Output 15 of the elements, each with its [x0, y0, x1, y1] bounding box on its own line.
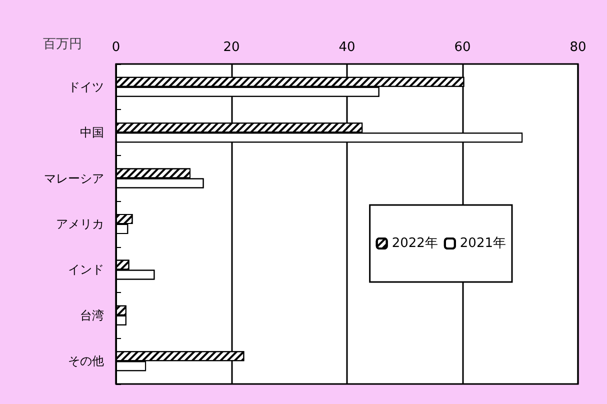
y-tick-label: インド — [68, 262, 104, 277]
y-tick-label: ドイツ — [68, 80, 104, 94]
x-tick-label: 40 — [338, 40, 356, 55]
x-tick-label: 80 — [570, 40, 586, 55]
legend-label: 2021年 — [460, 236, 506, 251]
x-tick-label: 0 — [112, 40, 120, 55]
y-tick-label: マレーシア — [44, 171, 104, 186]
y-tick-label: 中国 — [80, 126, 104, 140]
y-tick-label: その他 — [68, 354, 104, 368]
y-tick-label: 台湾 — [80, 308, 104, 322]
x-tick-label: 60 — [454, 40, 471, 55]
x-axis-title: 百万円 — [43, 37, 82, 52]
x-tick-label: 20 — [223, 40, 240, 55]
legend-label: 2022年 — [392, 236, 438, 251]
y-tick-label: アメリカ — [56, 217, 104, 231]
